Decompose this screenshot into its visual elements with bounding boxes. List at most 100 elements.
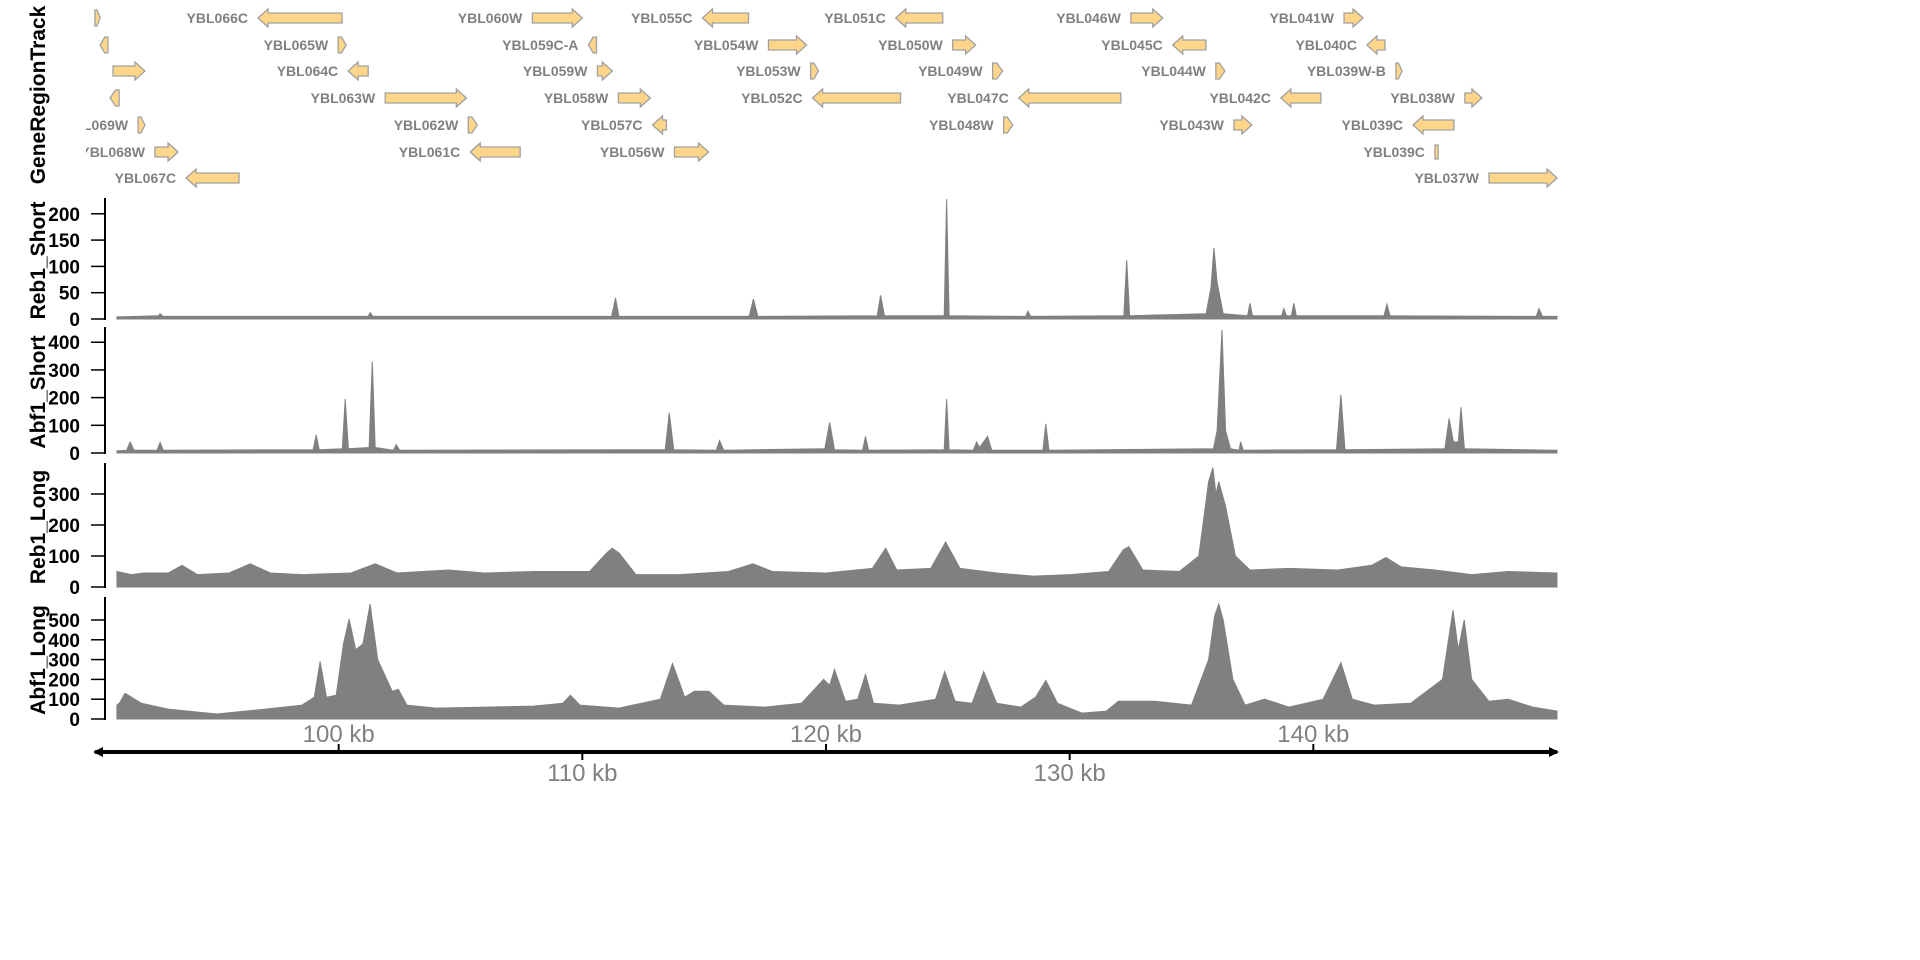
gene-label: YBL054W (694, 37, 759, 53)
gene-arrow (467, 116, 479, 134)
gene-label: YBL061C (399, 144, 460, 160)
x-tick-label: 110 kb (547, 760, 617, 787)
gene-label: YBL058W (544, 90, 609, 106)
gene-label: YBL064C (277, 63, 338, 79)
y-tick-label: 100 (48, 690, 80, 711)
gene-label: YBL051C (824, 10, 885, 26)
gene-label: YBL044W (1141, 63, 1206, 79)
gene-arrow (1017, 87, 1122, 109)
gene-label: YBL052C (741, 90, 802, 106)
gene-label: YBL065W (264, 37, 329, 53)
gene-arrow (94, 9, 101, 27)
gene-arrow (596, 60, 614, 82)
gene-arrow (185, 167, 240, 189)
y-tick-label: 0 (69, 578, 80, 599)
gene-arrow (384, 87, 468, 109)
y-tick-label: 100 (48, 257, 80, 278)
gene-arrow (811, 87, 902, 109)
gene-arrow (1279, 87, 1322, 109)
gene-arrow (337, 36, 347, 54)
gene-arrow (1395, 62, 1403, 80)
gene-label: YBL067C (115, 170, 176, 186)
gene-track-title: GeneRegionTrack (27, 5, 50, 184)
track-title: Reb1_Long (27, 470, 50, 584)
gene-arrow (1002, 116, 1014, 134)
y-tick-label: 150 (48, 231, 80, 252)
gene-label: YBL042C (1209, 90, 1270, 106)
gene-label: YBL039C (1342, 117, 1403, 133)
gene-arrow (992, 62, 1004, 80)
gene-arrow (1130, 7, 1164, 29)
gene-arrow (531, 7, 584, 29)
signal-area (116, 199, 1558, 320)
gene-label: YBL063W (311, 90, 376, 106)
signal-area (116, 602, 1558, 720)
track-title: Reb1_Short (27, 202, 50, 320)
gene-label: YBL039W-B (1307, 63, 1386, 79)
y-tick-label: 300 (48, 651, 80, 672)
gene-label: YBL048W (929, 117, 994, 133)
y-tick-label: 200 (48, 205, 80, 226)
gene-arrow (154, 141, 180, 163)
gene-arrow (112, 60, 146, 82)
gene-arrow (1215, 62, 1226, 80)
gene-label: YBL068W (80, 144, 145, 160)
gene-label: YBL056W (600, 144, 665, 160)
gene-arrow (1488, 167, 1558, 189)
y-tick-label: 0 (69, 310, 80, 331)
gene-arrow (1171, 34, 1207, 56)
y-tick-label: 0 (69, 444, 80, 465)
gene-arrow (347, 60, 369, 82)
y-tick-label: 100 (48, 416, 80, 437)
gene-arrow (673, 141, 710, 163)
gene-arrow (587, 36, 598, 54)
gene-label: YBL049W (918, 63, 983, 79)
y-tick-label: 500 (48, 611, 80, 632)
gene-arrow (809, 62, 820, 80)
gene-label: YBL066C (187, 10, 248, 26)
gene-label: YBL043W (1159, 117, 1224, 133)
y-tick-label: 200 (48, 389, 80, 410)
gene-arrow (137, 116, 146, 134)
gene-region-track: GeneRegionTrack YBL066C YBL060W YBL055C YBL… (27, 5, 1558, 189)
gene-label: YBL045C (1101, 37, 1162, 53)
gene-label: YBL053W (736, 63, 801, 79)
gene-arrow (1412, 114, 1455, 136)
x-tick-label: 100 kb (303, 721, 375, 748)
gene-label: YBL059C-A (502, 37, 578, 53)
gene-arrow (257, 7, 343, 29)
gene-arrow (952, 34, 977, 56)
y-tick-label: 100 (48, 547, 80, 568)
y-tick-label: 200 (48, 670, 80, 691)
track-reb1-long: Reb1_Long 0 100 200 300 (27, 463, 1558, 599)
gene-arrow (99, 36, 109, 54)
gene-arrow (1464, 87, 1483, 109)
gene-label: YBL050W (878, 37, 943, 53)
gene-label: YBL041W (1269, 10, 1334, 26)
gene-label: YBL055C (631, 10, 692, 26)
axis-right-end (1549, 747, 1559, 757)
gene-arrow (894, 7, 944, 29)
y-tick-label: 300 (48, 485, 80, 506)
gene-label: YBL069W (64, 117, 129, 133)
gene-arrow (617, 87, 652, 109)
gene-label: YBL059W (523, 63, 588, 79)
track-title: Abf1_Long (27, 605, 50, 715)
gene-arrow (1365, 34, 1386, 56)
y-tick-label: 400 (48, 333, 80, 354)
track-reb1-short: Reb1_Short 0 50 100 150 200 (27, 198, 1558, 331)
x-tick-label: 140 kb (1277, 721, 1349, 748)
gene-label: YBL037W (1414, 170, 1479, 186)
gene-arrow (701, 7, 750, 29)
y-tick-label: 300 (48, 361, 80, 382)
axis-left-end (93, 747, 103, 757)
gene-arrow (109, 89, 120, 107)
gene-arrow (1233, 114, 1253, 136)
signal-area (116, 467, 1558, 588)
track-abf1-short: Abf1_Short 0 100 200 300 400 (27, 327, 1558, 465)
gene-label: YBL039C (1363, 144, 1424, 160)
signal-area (116, 329, 1558, 454)
gene-label: YBL057C (581, 117, 642, 133)
